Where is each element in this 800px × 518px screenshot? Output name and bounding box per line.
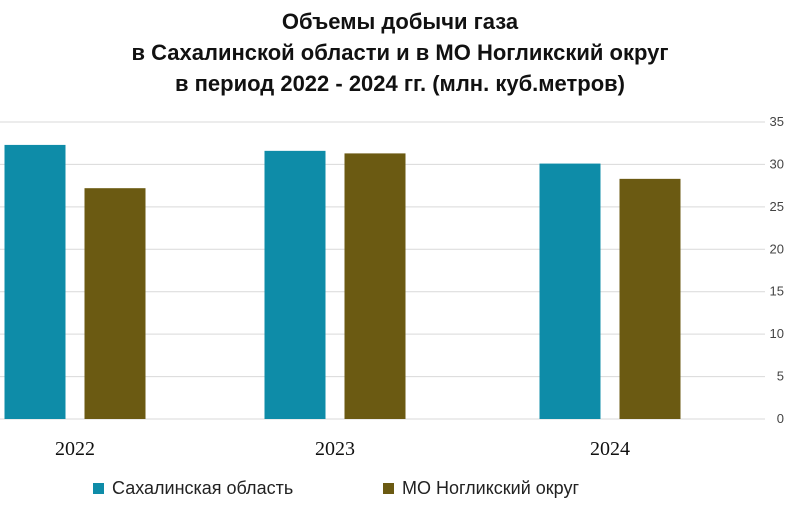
y-tick-label-5: 5 bbox=[777, 369, 784, 384]
bar-2022-series-2 bbox=[84, 188, 146, 419]
y-tick-label-15: 15 bbox=[770, 284, 784, 299]
y-tick-label-35: 35 bbox=[770, 114, 784, 129]
y-tick-label-25: 25 bbox=[770, 199, 784, 214]
chart-title-line-1: Объемы добычи газа bbox=[281, 9, 519, 34]
y-tick-label-20: 20 bbox=[770, 241, 784, 256]
legend-item-sakhalin: Сахалинская область bbox=[93, 478, 293, 499]
legend-swatch-sakhalin bbox=[93, 483, 104, 494]
legend-swatch-noglik bbox=[383, 483, 394, 494]
bar-2023-series-1 bbox=[264, 150, 326, 419]
bar-2022-series-1 bbox=[4, 144, 66, 419]
legend-label-noglik: МО Ногликский округ bbox=[402, 478, 580, 498]
bar-2024-series-2 bbox=[619, 178, 681, 419]
y-tick-label-0: 0 bbox=[777, 411, 784, 426]
legend: Сахалинская область МО Ногликский округ bbox=[0, 478, 800, 504]
chart-title: Объемы добычи газа в Сахалинской области… bbox=[0, 6, 800, 99]
y-tick-label-30: 30 bbox=[770, 156, 784, 171]
x-tick-label-2022: 2022 bbox=[55, 438, 95, 460]
legend-label-sakhalin: Сахалинская область bbox=[112, 478, 294, 498]
chart-title-line-3: в период 2022 - 2024 гг. (млн. куб.метро… bbox=[174, 71, 625, 96]
y-tick-label-10: 10 bbox=[770, 326, 784, 341]
x-tick-label-2023: 2023 bbox=[315, 438, 355, 460]
bar-2024-series-1 bbox=[539, 163, 601, 419]
bar-2023-series-2 bbox=[344, 153, 406, 419]
chart-title-line-2: в Сахалинской области и в МО Ногликский … bbox=[131, 40, 669, 65]
x-tick-label-2024: 2024 bbox=[590, 438, 630, 460]
legend-item-noglik: МО Ногликский округ bbox=[383, 478, 579, 499]
